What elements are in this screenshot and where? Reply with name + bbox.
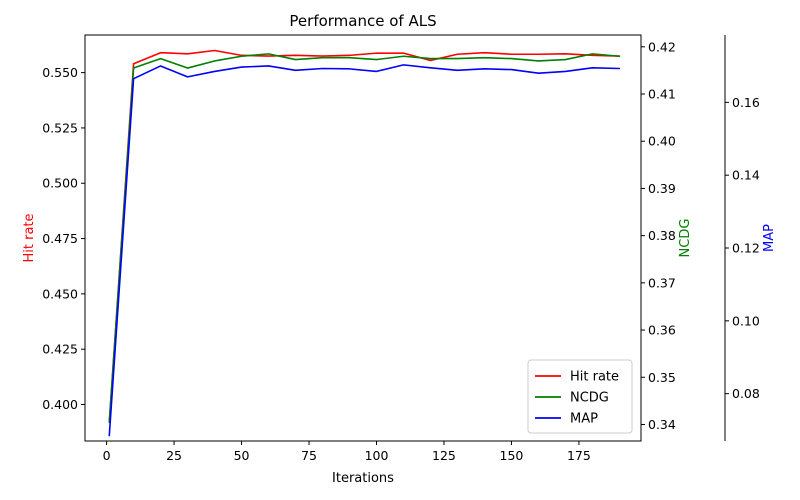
hit-rate-series-line bbox=[108, 49, 621, 423]
y-tick-label: 0.425 bbox=[42, 342, 78, 357]
y-tick-label: 0.40 bbox=[648, 134, 676, 149]
x-tick-label: 50 bbox=[234, 448, 250, 463]
y-tick-label: 0.42 bbox=[648, 39, 676, 54]
x-tick-label: 125 bbox=[432, 448, 456, 463]
y-tick-label: 0.34 bbox=[648, 417, 676, 432]
map-axis-title: MAP bbox=[762, 224, 777, 252]
y-tick-label: 0.08 bbox=[732, 386, 760, 401]
legend-box bbox=[527, 359, 633, 434]
y-tick-label: 0.12 bbox=[732, 241, 760, 256]
ncdg-series-line bbox=[108, 53, 621, 423]
x-tick-label: 100 bbox=[365, 448, 389, 463]
map-series-line bbox=[108, 64, 621, 437]
chart-title: Performance of ALS bbox=[289, 12, 436, 30]
y-tick-label: 0.550 bbox=[42, 65, 78, 80]
y-tick-label: 0.39 bbox=[648, 181, 676, 196]
plot-frame bbox=[84, 34, 642, 442]
hit-rate-axis-title: Hit rate bbox=[22, 213, 37, 262]
y-tick-label: 0.500 bbox=[42, 176, 78, 191]
legend-label-ncdg: NCDG bbox=[570, 391, 609, 406]
y-tick-label: 0.41 bbox=[648, 87, 676, 102]
y-tick-label: 0.36 bbox=[648, 323, 676, 338]
y-tick-label: 0.35 bbox=[648, 370, 676, 385]
x-tick-label: 25 bbox=[166, 448, 182, 463]
y-tick-label: 0.37 bbox=[648, 275, 676, 290]
x-tick-label: 175 bbox=[567, 448, 591, 463]
x-axis-title: Iterations bbox=[332, 471, 394, 486]
y-tick-label: 0.14 bbox=[732, 168, 760, 183]
legend-label-map: MAP bbox=[570, 412, 598, 427]
legend-label-hit-rate: Hit rate bbox=[570, 370, 619, 385]
x-tick-label: 75 bbox=[301, 448, 317, 463]
y-tick-label: 0.525 bbox=[42, 120, 78, 135]
y-tick-label: 0.10 bbox=[732, 313, 760, 328]
y-tick-label: 0.450 bbox=[42, 286, 78, 301]
y-tick-label: 0.400 bbox=[42, 397, 78, 412]
ncdg-axis-title: NCDG bbox=[678, 219, 693, 258]
y-tick-label: 0.38 bbox=[648, 228, 676, 243]
x-tick-label: 0 bbox=[103, 448, 111, 463]
x-tick-label: 150 bbox=[500, 448, 524, 463]
legend: Hit rate NCDG MAP bbox=[527, 359, 633, 434]
y-tick-label: 0.475 bbox=[42, 231, 78, 246]
y-tick-label: 0.16 bbox=[732, 95, 760, 110]
plot-area: 0 25 50 75 100 125 150 175 0.400 0.425 0.450 0.475 0… bbox=[42, 34, 760, 463]
